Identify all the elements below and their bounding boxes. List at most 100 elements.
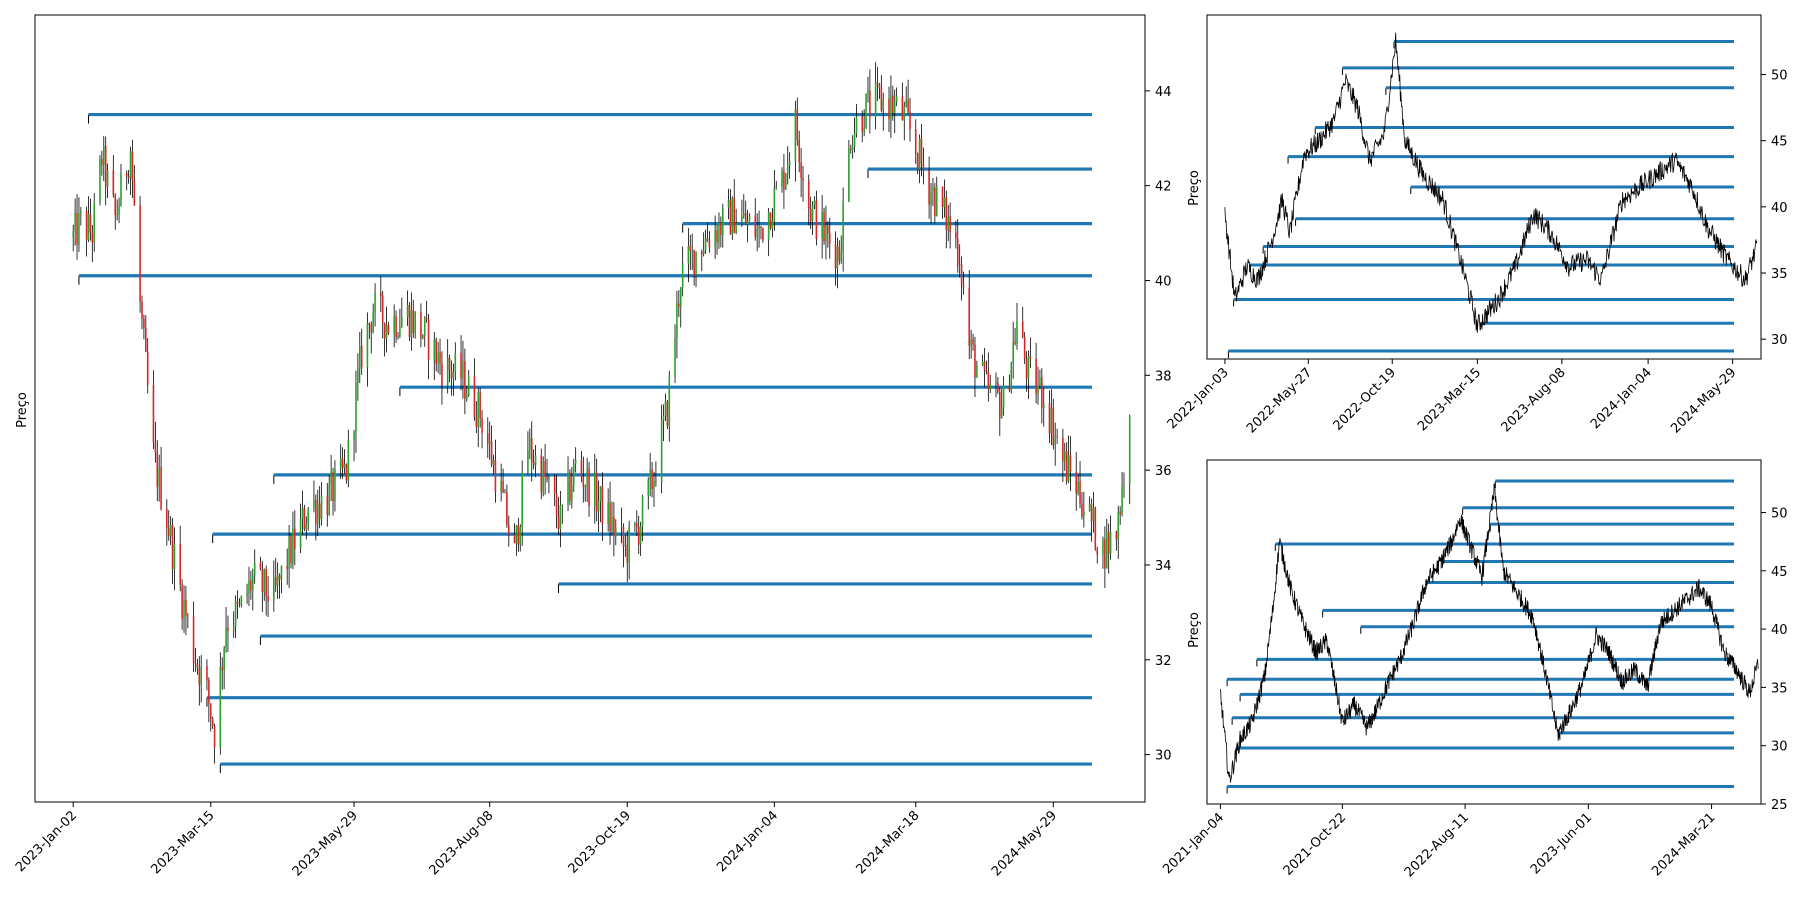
candle-body: [273, 577, 275, 602]
candle-body: [504, 492, 506, 494]
candle-body: [729, 200, 732, 235]
candle-body: [555, 493, 558, 516]
candle-body: [326, 495, 329, 515]
candle-body: [987, 371, 990, 390]
candle-body: [1065, 451, 1068, 482]
candle-body: [599, 486, 602, 502]
candle-body: [460, 352, 462, 379]
candle-body: [892, 95, 894, 113]
candle-body: [89, 214, 92, 233]
candle-body: [809, 209, 812, 221]
candle-body: [876, 82, 879, 85]
candle-body: [387, 325, 390, 334]
candle-body: [492, 460, 495, 465]
candle-body: [639, 526, 642, 545]
candle-body: [718, 222, 720, 243]
candle-body: [588, 468, 590, 507]
candle-body: [708, 241, 711, 248]
main-y-axis-title: Preço: [15, 392, 30, 428]
candle-body: [494, 460, 497, 492]
candle-body: [473, 375, 476, 418]
candle-body: [185, 599, 187, 616]
candle-body: [72, 231, 75, 238]
price-line: [1220, 483, 1759, 783]
x-tick-label: 2023-Aug-08: [426, 808, 496, 878]
candle-body: [914, 129, 917, 154]
candle-body: [895, 96, 898, 103]
candle-body: [1077, 481, 1079, 494]
candle-body: [305, 523, 308, 530]
candle-body: [601, 486, 604, 525]
candle-body: [593, 472, 596, 507]
candle-body: [1050, 407, 1053, 434]
y-tick-label: 34: [1155, 559, 1172, 574]
candle-body: [393, 316, 395, 334]
candle-body: [294, 528, 296, 549]
y-tick-label: 38: [1155, 369, 1172, 384]
candle-body: [152, 384, 155, 443]
candle-body: [687, 246, 690, 264]
candle-body: [290, 536, 292, 564]
candle-body: [78, 213, 80, 245]
candle-body: [999, 391, 1001, 419]
candle-body: [611, 517, 613, 532]
candle-body: [227, 627, 229, 632]
candle-body: [905, 99, 907, 107]
candle-body: [477, 392, 480, 427]
candle-body: [981, 361, 984, 366]
candle-body: [120, 173, 122, 207]
candle-body: [1081, 503, 1083, 517]
candle-body: [343, 464, 346, 468]
candle-body: [985, 369, 988, 372]
top-right-price-line: [1224, 32, 1758, 333]
candle-body: [307, 508, 310, 524]
candle-body: [1117, 511, 1120, 540]
candle-body: [947, 216, 950, 230]
candle-body: [613, 517, 615, 537]
candle-body: [742, 213, 745, 217]
candle-body: [716, 230, 718, 243]
candle-body: [960, 264, 963, 284]
candle-body: [259, 562, 262, 570]
candle-body: [318, 503, 321, 519]
candle-body: [647, 479, 650, 496]
candle-body: [945, 197, 948, 230]
bottom-right-line-chart: 25 30 35 40 45 50 2021-Jan-04 2021-Oct-22 2022-A…: [1160, 459, 1788, 880]
candle-body: [720, 222, 722, 235]
candle-body: [292, 528, 294, 564]
candle-body: [1096, 549, 1099, 555]
candle-body: [106, 170, 109, 187]
candle-body: [427, 318, 430, 360]
y-tick-label: 42: [1155, 180, 1172, 195]
candle-body: [546, 476, 548, 480]
candle-body: [213, 726, 216, 748]
candle-body: [597, 501, 600, 512]
candle-body: [1021, 321, 1024, 337]
candle-body: [918, 138, 921, 170]
candle-body: [171, 524, 174, 569]
candle-body: [798, 139, 800, 163]
candle-body: [861, 116, 864, 132]
candle-body: [1102, 539, 1104, 555]
candle-body: [513, 534, 516, 544]
candle-body: [848, 148, 850, 202]
candle-body: [422, 335, 424, 339]
candle-body: [595, 472, 598, 512]
candle-body: [662, 415, 665, 421]
candle-body: [464, 361, 466, 399]
candle-body: [802, 177, 804, 181]
candle-body: [949, 216, 951, 233]
candle-body: [187, 615, 189, 617]
candle-body: [486, 433, 489, 444]
candle-body: [1025, 358, 1028, 379]
candle-body: [544, 461, 546, 477]
candle-body: [248, 580, 250, 594]
candle-body: [519, 527, 522, 545]
candle-body: [815, 200, 818, 239]
candle-body: [773, 188, 776, 221]
candle-body: [548, 476, 550, 480]
candle-body: [624, 544, 627, 547]
candle-body: [834, 243, 837, 269]
candle-body: [668, 377, 671, 427]
candle-body: [1041, 377, 1043, 409]
